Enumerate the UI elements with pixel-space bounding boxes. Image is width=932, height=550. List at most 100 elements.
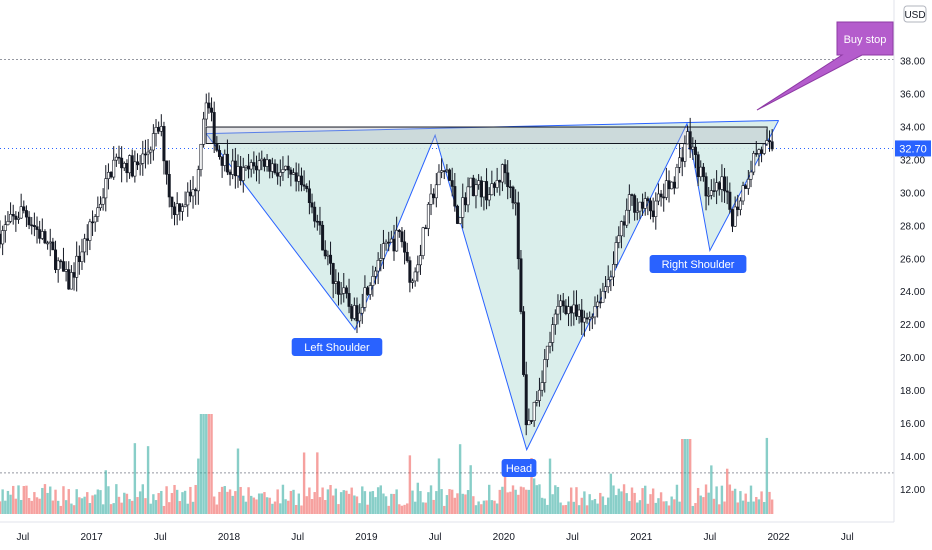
candle [143,139,147,169]
volume-bar [107,486,110,514]
volume-bar [347,493,351,514]
candle [321,220,325,251]
volume-bar [308,487,311,514]
volume-bar [162,505,166,514]
volume-bar [64,500,68,514]
candle-body [455,205,459,224]
y-tick-label: 34.00 [900,123,925,134]
candle [56,257,60,283]
candle [693,139,697,169]
volume-bar [78,497,81,514]
volume-bar [548,458,552,514]
volume-bar [585,505,589,514]
volume-bar [91,495,94,514]
candle-body [387,241,391,244]
candle-body [313,206,317,222]
candle-body [336,281,340,295]
volume-bar [736,502,739,514]
candle-body [416,264,420,273]
candle-body [173,206,177,216]
candle-body [61,261,65,272]
candle-body [64,269,68,272]
volume-bar [112,503,115,514]
volume-bar [596,503,599,514]
volume-bar [583,491,586,514]
candle [133,150,137,183]
volume-bar [580,497,583,514]
candle-body [535,400,539,403]
candle [413,267,417,287]
volume-bar [519,486,523,514]
volume-bar [763,501,766,514]
volume-bar [324,500,327,514]
candle-body [323,249,327,257]
candle-body [286,165,290,171]
candle [553,309,557,335]
candle-body [490,183,494,196]
volume-bar [355,496,359,514]
candle-body [733,206,737,227]
volume-bar [202,414,205,514]
candle-body [704,176,708,197]
volume-bar [300,505,303,514]
candle-body [38,229,42,239]
volume-bar [532,478,536,514]
volume-bar [294,504,298,514]
volume-bar [617,488,620,514]
candle [590,313,594,330]
candle-body [77,255,81,262]
candle-body [440,170,444,173]
candle-body [482,181,486,198]
volume-bar [302,452,306,514]
candle [656,183,660,206]
candle-body [321,224,325,251]
candle [241,157,245,193]
candle [768,130,772,152]
volume-bar [707,492,710,514]
candle [738,197,742,216]
candle-body [363,287,367,308]
candle [434,173,438,208]
candle [215,136,219,153]
candle-body [469,177,473,188]
volume-bar [472,496,475,514]
currency-label: USD [904,10,925,21]
volume-bar [242,495,245,514]
candle [495,167,499,193]
right-shoulder-label-text: Right Shoulder [662,259,735,271]
candle-body [88,221,92,241]
candle [17,211,21,224]
candle [313,201,317,228]
candle-body [19,206,23,219]
y-tick-label: 24.00 [900,287,925,298]
candle-body [582,317,586,323]
volume-bar [363,491,367,514]
volume-bar [749,485,753,514]
volume-bar [485,500,488,514]
candle-body [355,305,359,322]
volume-bar [310,499,314,514]
candle-body [656,193,660,202]
volume-bar [331,495,335,514]
last-price-text: 32.70 [899,143,927,155]
volume-bar [670,496,673,514]
volume-bar [704,484,708,514]
candle [114,153,118,167]
volume-bar [138,491,142,514]
candle [580,299,584,335]
candle-body [672,181,676,189]
volume-bar [25,485,28,514]
volume-bar [593,498,597,514]
candle-body [284,165,288,170]
candle-body [432,193,436,199]
volume-bar [649,494,652,514]
candle [545,345,549,368]
candle [180,203,184,221]
candle [381,229,385,269]
volume-bar [768,491,771,514]
candle [487,187,491,207]
volume-bar [160,490,163,514]
candle-body [371,276,375,286]
volume-bar [128,499,131,514]
